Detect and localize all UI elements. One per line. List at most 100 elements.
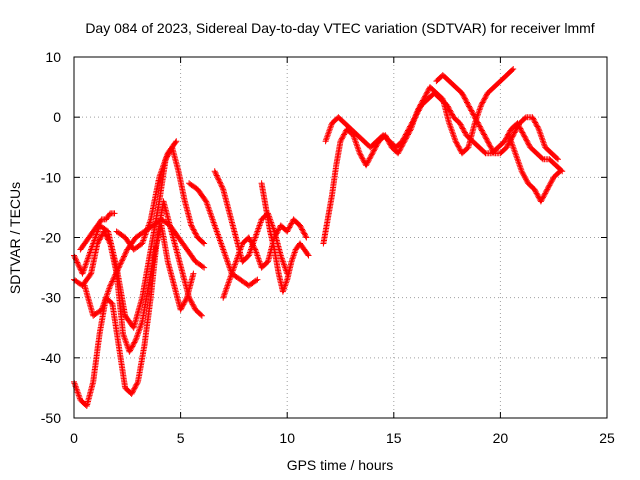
data-point [131, 385, 138, 392]
data-point [192, 230, 199, 237]
data-point [456, 146, 463, 153]
data-point [363, 162, 370, 169]
x-tick-label: 0 [70, 430, 78, 446]
data-point [544, 186, 551, 193]
data-point [555, 156, 561, 163]
data-point [405, 127, 411, 134]
data-point [502, 136, 509, 143]
data-point [254, 276, 261, 283]
data-point [422, 93, 429, 100]
data-point [483, 135, 490, 142]
data-point [115, 264, 122, 271]
data-point [253, 277, 260, 284]
data-point [521, 133, 528, 140]
x-tick-label: 5 [177, 430, 185, 446]
data-point [275, 227, 281, 234]
data-point [459, 124, 465, 131]
data-point [455, 143, 462, 150]
data-point [284, 228, 291, 235]
data-point [130, 386, 137, 393]
data-point [284, 227, 291, 234]
data-point [372, 144, 379, 151]
data-point [341, 130, 348, 137]
data-point [408, 120, 415, 127]
data-point [410, 118, 416, 125]
data-point [109, 278, 116, 285]
data-point [458, 122, 465, 129]
data-point [445, 104, 452, 111]
data-point [461, 95, 468, 102]
data-point [481, 132, 488, 139]
data-point [424, 88, 431, 95]
series-track-6 [77, 210, 118, 253]
data-point [358, 154, 365, 161]
data-point [297, 222, 303, 229]
data-point [132, 384, 139, 391]
data-point [357, 151, 364, 158]
data-point [461, 128, 468, 135]
data-point [368, 151, 375, 158]
data-point [111, 272, 118, 279]
y-axis-label: SDTVAR / TECUs [7, 182, 23, 294]
data-point [173, 138, 180, 145]
data-point [464, 100, 471, 107]
data-point [131, 339, 138, 346]
data-point [298, 225, 305, 232]
data-point [522, 134, 529, 141]
data-point [299, 226, 306, 233]
data-point [395, 150, 402, 157]
data-point [522, 175, 529, 181]
data-point [467, 106, 474, 113]
data-point [525, 141, 532, 148]
data-point [417, 104, 424, 111]
data-point [523, 176, 529, 183]
data-point [189, 225, 196, 232]
axis-ticks: 0 5 10 15 20 25 -50 -40 -30 -20 -10 0 10 [41, 49, 615, 446]
data-point [472, 115, 479, 122]
data-point [532, 187, 539, 194]
data-point [371, 146, 378, 153]
chart-title: Day 084 of 2023, Sidereal Day-to-day VTE… [85, 20, 594, 36]
data-point [212, 169, 219, 176]
data-point [107, 282, 114, 289]
data-point [475, 120, 482, 127]
data-point [98, 233, 104, 240]
x-tick-label: 15 [386, 430, 402, 446]
data-point [545, 183, 552, 190]
data-point [454, 142, 461, 149]
data-point [401, 134, 408, 141]
data-point [101, 229, 108, 236]
data-point [199, 263, 206, 270]
data-point [274, 229, 281, 236]
data-point [396, 147, 403, 154]
data-point [103, 232, 109, 239]
data-point [105, 236, 112, 243]
data-point [130, 388, 136, 395]
y-tick-label: -30 [41, 290, 61, 306]
data-point [530, 116, 537, 123]
data-point [523, 136, 529, 143]
data-point [464, 145, 471, 152]
data-point [117, 260, 124, 267]
data-point [106, 239, 113, 246]
data-point [447, 108, 454, 115]
data-point [521, 115, 528, 122]
data-point [104, 235, 111, 242]
data-point [132, 338, 139, 345]
data-point [525, 140, 532, 147]
data-point [422, 92, 429, 99]
y-tick-label: -10 [41, 169, 61, 185]
data-point [446, 120, 453, 127]
data-point [488, 144, 495, 151]
data-point [188, 298, 195, 305]
data-point [96, 236, 103, 243]
data-point [523, 177, 530, 184]
data-point [537, 198, 544, 205]
data-point [452, 138, 459, 145]
y-tick-label: 10 [45, 49, 61, 65]
data-point [120, 254, 127, 261]
data-point [542, 189, 549, 195]
data-point [407, 122, 414, 129]
series-track-5 [113, 138, 180, 253]
data-point [248, 239, 255, 246]
